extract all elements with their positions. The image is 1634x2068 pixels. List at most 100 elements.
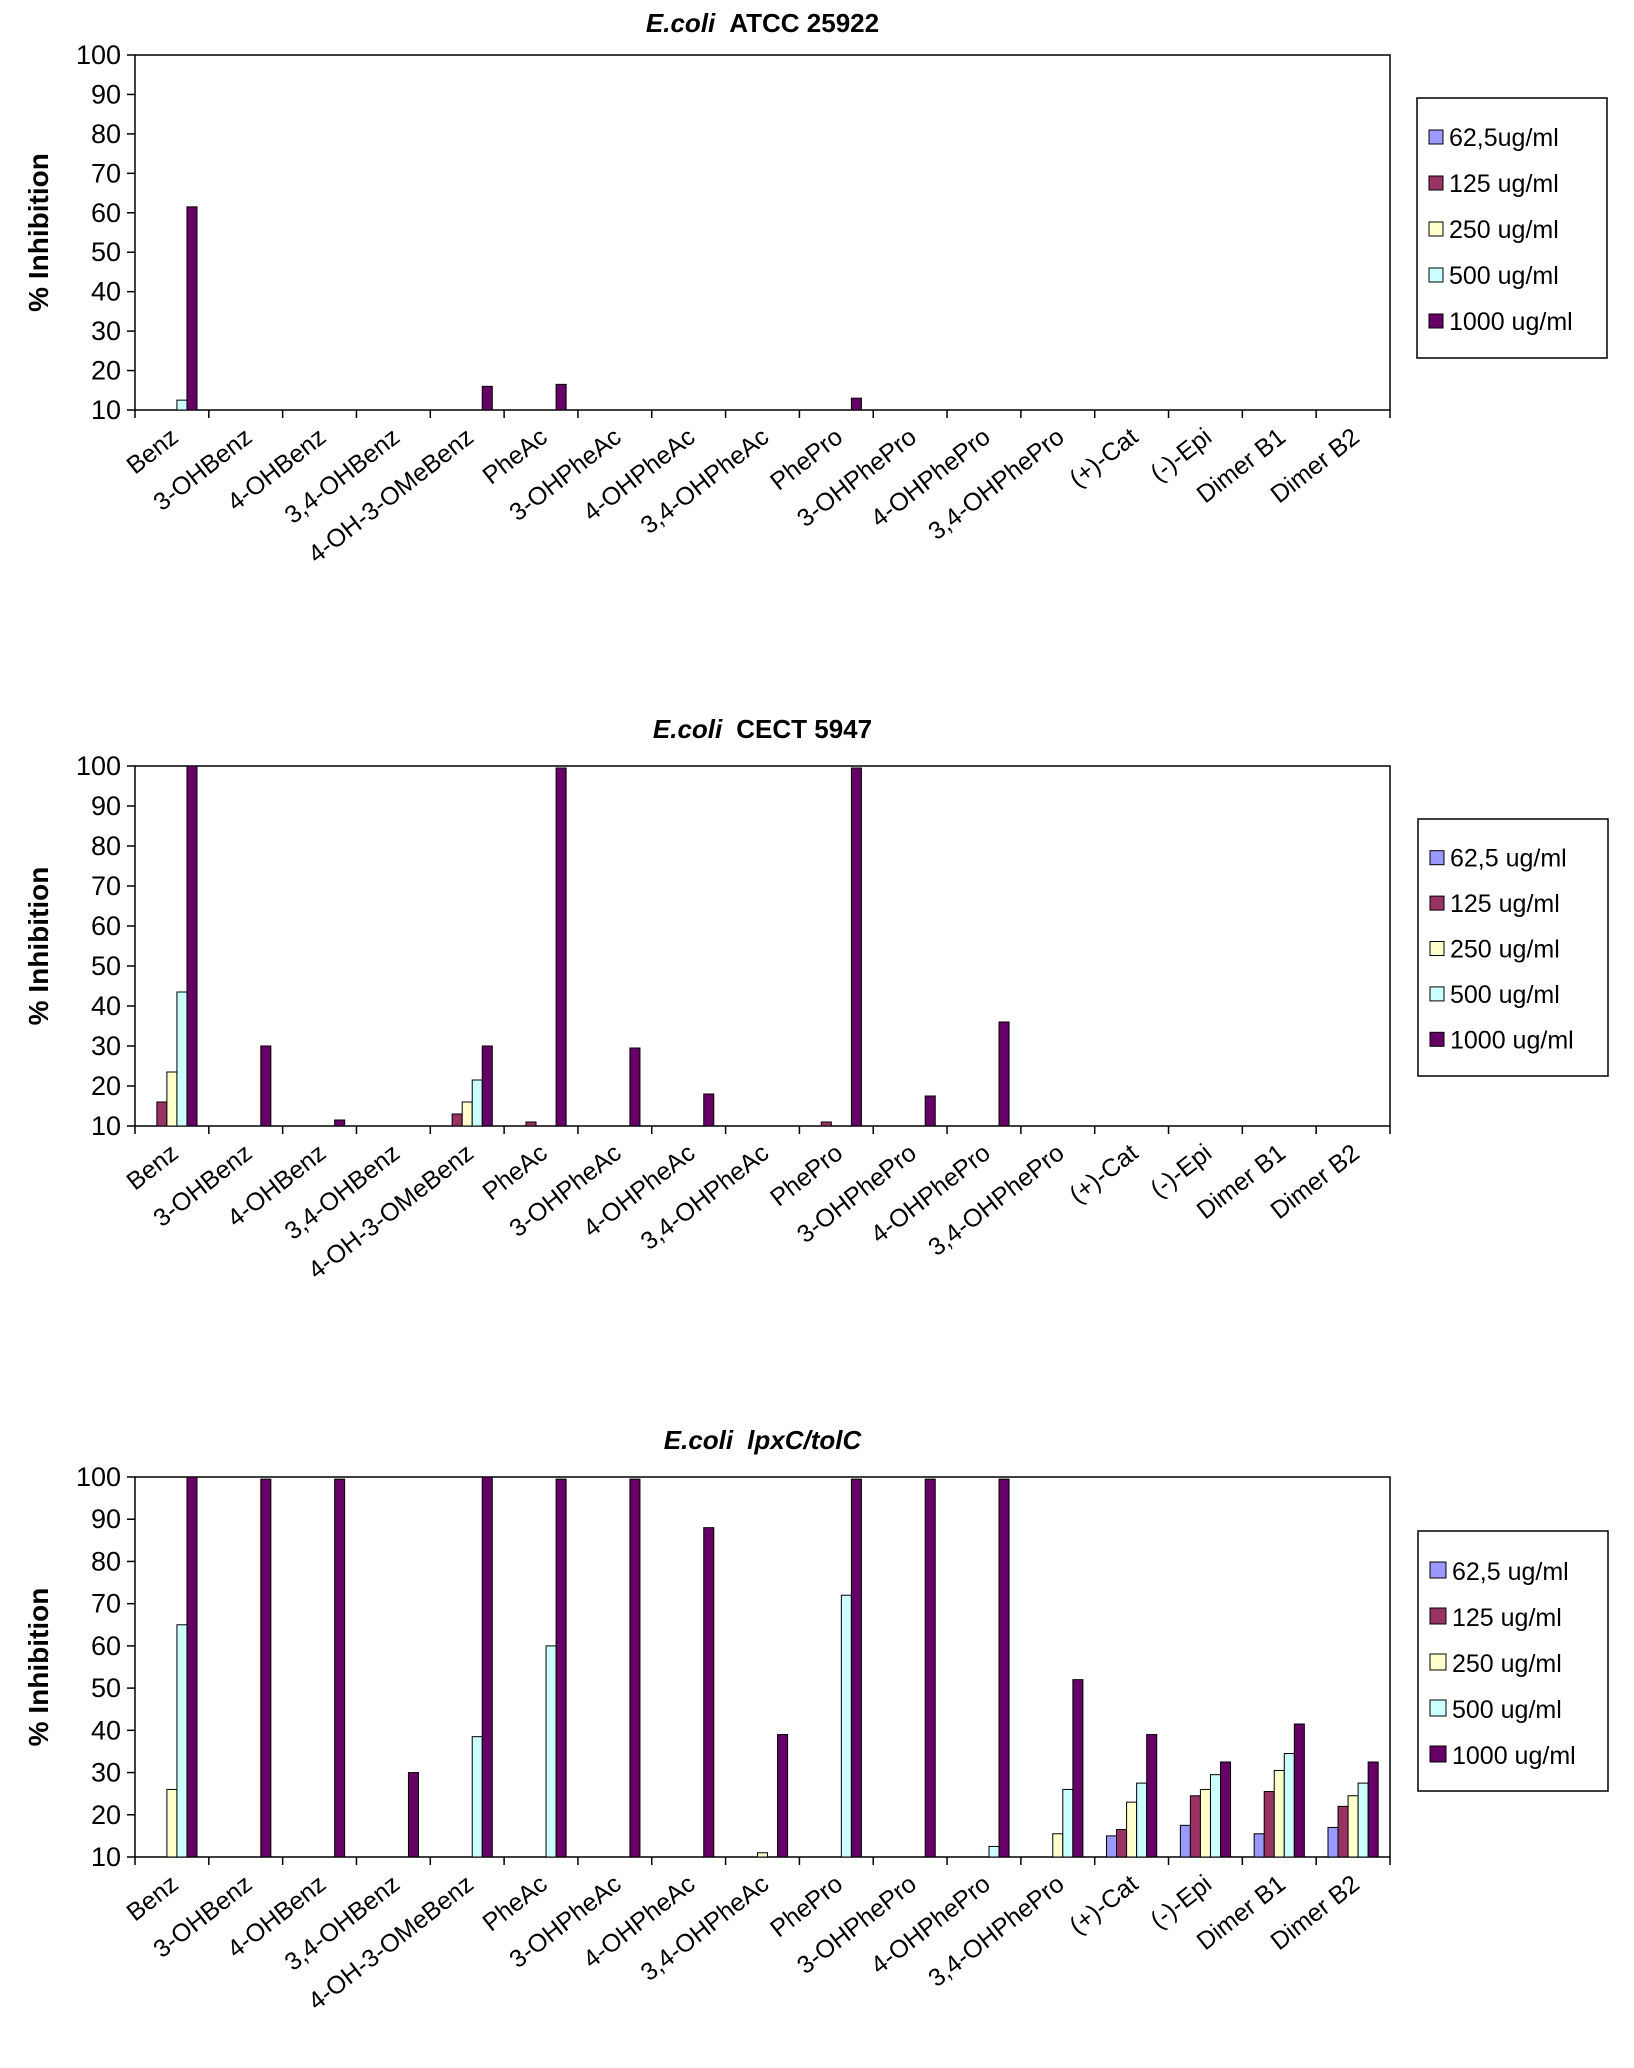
legend-swatch-125-ug-ml: [1429, 1607, 1447, 1625]
y-tick-label: 80: [91, 1546, 121, 1576]
bar-benz-250-ug-ml: [166, 1071, 178, 1127]
bar-pheac-1000-ug-ml: [555, 383, 567, 411]
bar-3-ohpheac-1000-ug-ml: [629, 1478, 641, 1858]
chart-atcc-25922: E.coli ATCC 25922 10 20 30 40 50 60 70 80 90 100 % I…: [23, 8, 1608, 569]
bar-phepro-500-ug-ml: [840, 1594, 852, 1858]
y-tick-label: 60: [91, 198, 121, 228]
bar-benz-1000-ug-ml: [186, 1476, 198, 1858]
legend-label: 250 ug/ml: [1449, 216, 1559, 244]
y-tick-label: 10: [91, 395, 121, 425]
bar-dimer-b2-250-ug-ml: [1347, 1795, 1359, 1858]
bar-benz-1000-ug-ml: [186, 206, 198, 411]
legend-label: 62,5 ug/ml: [1450, 845, 1567, 873]
legend-swatch-125-ug-ml: [1428, 175, 1444, 191]
bar-pheac-125-ug-ml: [525, 1121, 537, 1127]
bar-3-ohphepro-1000-ug-ml: [924, 1478, 936, 1858]
legend-swatch-62-5-ug-ml: [1429, 850, 1445, 866]
bar-dimer-b1-250-ug-ml: [1273, 1769, 1285, 1858]
x-tick-label: Benz: [121, 423, 183, 480]
bar-benz-1000-ug-ml: [186, 765, 198, 1127]
chart-title: E.coli CECT 5947: [653, 714, 872, 744]
legend-swatch-500-ug-ml: [1428, 267, 1444, 283]
bar-3-ohbenz-1000-ug-ml: [260, 1478, 272, 1858]
legend-swatch-125-ug-ml: [1429, 895, 1445, 911]
legend-label: 500 ug/ml: [1450, 981, 1560, 1009]
x-tick-label: (+)-Cat: [1064, 1870, 1143, 1940]
bar-epi-1000-ug-ml: [1220, 1761, 1232, 1858]
bar-dimer-b1-62-5-ug-ml: [1253, 1833, 1265, 1858]
bar-4-ohbenz-1000-ug-ml: [334, 1119, 346, 1127]
y-tick-label: 70: [91, 871, 121, 901]
legend-label: 62,5 ug/ml: [1452, 1558, 1569, 1586]
legend-label: 125 ug/ml: [1450, 890, 1560, 918]
bar-3-ohphepro-1000-ug-ml: [924, 1095, 936, 1127]
bar-benz-500-ug-ml: [176, 399, 188, 411]
bar-4-oh-3-omebenz-1000-ug-ml: [481, 385, 493, 411]
chart-cect-5947: E.coli CECT 5947 10 20 30 40 50 60 70 80 90 100 % In…: [23, 714, 1609, 1285]
bar-cat-125-ug-ml: [1116, 1829, 1128, 1858]
y-tick-label: 90: [91, 1504, 121, 1534]
y-tick-label: 80: [91, 831, 121, 861]
x-tick-label: 3,4-OHPheAc: [635, 423, 774, 540]
legend-label: 1000 ug/ml: [1449, 308, 1573, 336]
bar-phepro-125-ug-ml: [820, 1121, 832, 1127]
bar-benz-500-ug-ml: [176, 1624, 188, 1858]
x-tick-label: (+)-Cat: [1064, 1139, 1143, 1209]
bar-4-ohpheac-1000-ug-ml: [703, 1093, 715, 1127]
bar-cat-1000-ug-ml: [1146, 1734, 1158, 1858]
bar-dimer-b2-1000-ug-ml: [1367, 1761, 1379, 1858]
y-tick-label: 20: [91, 1800, 121, 1830]
bar-epi-62-5-ug-ml: [1179, 1824, 1191, 1858]
y-tick-label: 30: [91, 1758, 121, 1788]
chart-title: E.coli lpxC/tolC: [664, 1425, 863, 1455]
bar-epi-250-ug-ml: [1199, 1788, 1211, 1858]
y-tick-label: 10: [91, 1842, 121, 1872]
bar-4-ohphepro-1000-ug-ml: [998, 1021, 1010, 1127]
bar-4-oh-3-omebenz-250-ug-ml: [461, 1101, 473, 1127]
legend-label: 125 ug/ml: [1449, 170, 1559, 198]
y-tick-label: 50: [91, 951, 121, 981]
bar-benz-250-ug-ml: [166, 1788, 178, 1858]
bar-pheac-500-ug-ml: [545, 1645, 557, 1858]
y-tick-label: 80: [91, 119, 121, 149]
y-tick-label: 60: [91, 1631, 121, 1661]
legend-label: 500 ug/ml: [1449, 262, 1559, 290]
legend-box: [1417, 818, 1609, 1077]
legend-swatch-250-ug-ml: [1429, 941, 1445, 956]
legend-label: 500 ug/ml: [1452, 1696, 1562, 1724]
bar-phepro-1000-ug-ml: [850, 767, 862, 1127]
y-tick-label: 10: [91, 1111, 121, 1141]
chart-title-organism: E.coli: [664, 1425, 734, 1455]
x-tick-label: 3,4-OHPheAc: [635, 1139, 774, 1256]
y-axis-label: % Inhibition: [23, 1588, 54, 1747]
bar-dimer-b1-500-ug-ml: [1283, 1753, 1295, 1858]
legend-label: 62,5ug/ml: [1449, 124, 1559, 152]
legend-label: 125 ug/ml: [1452, 1604, 1562, 1632]
bar-3-4-ohphepro-1000-ug-ml: [1072, 1679, 1084, 1858]
bar-benz-500-ug-ml: [176, 991, 188, 1127]
bar-4-oh-3-omebenz-500-ug-ml: [471, 1736, 483, 1858]
bar-3-4-ohbenz-1000-ug-ml: [407, 1772, 419, 1858]
legend-swatch-500-ug-ml: [1429, 1699, 1447, 1717]
chart-title: E.coli ATCC 25922: [646, 8, 879, 38]
bar-3-4-ohphepro-250-ug-ml: [1052, 1833, 1064, 1858]
plot-area: [134, 54, 1391, 411]
y-tick-label: 50: [91, 237, 121, 267]
y-tick-label: 40: [91, 277, 121, 307]
legend-swatch-500-ug-ml: [1429, 986, 1445, 1002]
chart-title-organism: E.coli: [646, 8, 716, 38]
bar-4-ohphepro-500-ug-ml: [988, 1845, 1000, 1858]
y-tick-label: 70: [91, 158, 121, 188]
x-tick-label: Benz: [121, 1139, 183, 1196]
chart-title-strain: ATCC 25922: [729, 8, 879, 38]
bar-dimer-b1-1000-ug-ml: [1293, 1723, 1305, 1858]
bar-epi-125-ug-ml: [1189, 1795, 1201, 1858]
bar-dimer-b2-500-ug-ml: [1357, 1782, 1369, 1858]
legend-swatch-1000-ug-ml: [1429, 1031, 1445, 1047]
bar-epi-500-ug-ml: [1209, 1774, 1222, 1858]
legend-swatch-1000-ug-ml: [1428, 313, 1444, 329]
bar-3-4-ohpheac-1000-ug-ml: [777, 1734, 789, 1858]
y-tick-label: 90: [91, 79, 121, 109]
bar-4-ohpheac-1000-ug-ml: [703, 1527, 715, 1858]
y-tick-label: 100: [76, 1462, 121, 1492]
